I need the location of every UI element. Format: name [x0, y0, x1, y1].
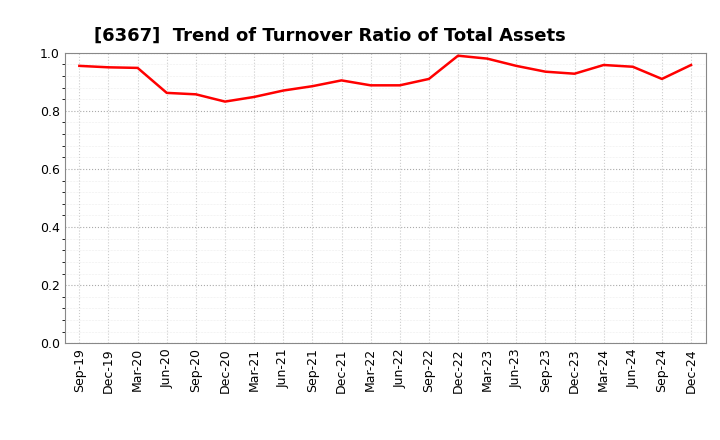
Text: [6367]  Trend of Turnover Ratio of Total Assets: [6367] Trend of Turnover Ratio of Total …: [94, 26, 565, 44]
